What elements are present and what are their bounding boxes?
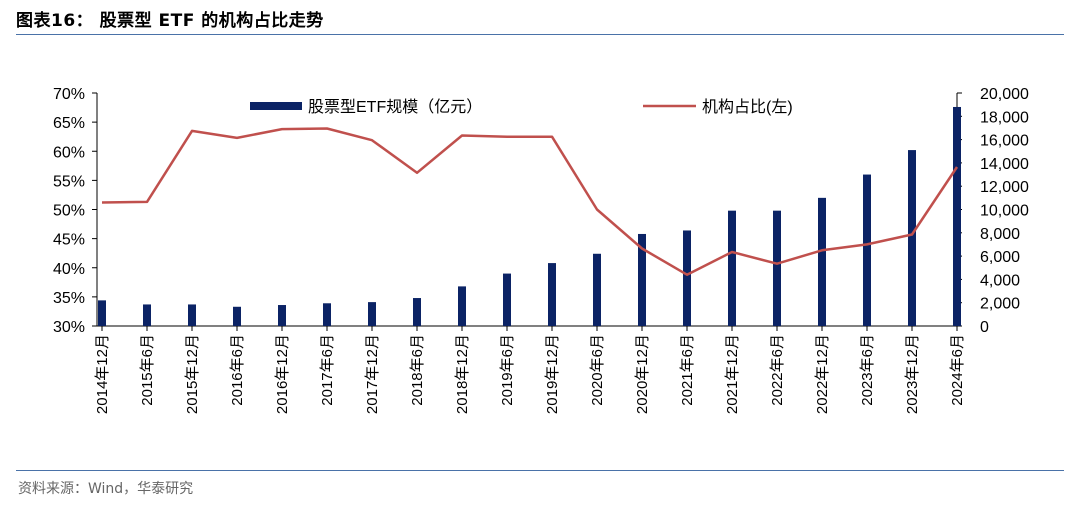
x-tick-label: 2016年6月 (229, 334, 246, 406)
right-tick-label: 8,000 (980, 226, 1020, 243)
x-tick-label: 2017年6月 (319, 334, 336, 406)
x-tick-label: 2015年12月 (184, 334, 201, 414)
bar (683, 230, 691, 326)
bar (413, 298, 421, 326)
legend-swatch-bar (250, 102, 302, 110)
left-tick-label: 30% (53, 319, 85, 336)
right-tick-label: 6,000 (980, 249, 1020, 266)
right-tick-label: 18,000 (980, 109, 1029, 126)
x-tick-label: 2014年12月 (94, 334, 111, 414)
x-tick-label: 2023年12月 (904, 334, 921, 414)
left-tick-label: 35% (53, 290, 85, 307)
header-rule (16, 34, 1064, 35)
line-series (101, 127, 959, 276)
bar (953, 106, 961, 326)
x-tick-label: 2016年12月 (274, 334, 291, 414)
x-tick-label: 2021年12月 (724, 334, 741, 414)
right-tick-label: 0 (980, 319, 989, 336)
line-path (101, 127, 959, 276)
right-tick-label: 2,000 (980, 296, 1020, 313)
legend-label-line: 机构占比(左) (702, 98, 793, 116)
left-tick-label: 55% (53, 173, 85, 190)
right-tick-label: 14,000 (980, 156, 1029, 173)
x-tick-label: 2018年12月 (454, 334, 471, 414)
bar (863, 174, 871, 326)
bar (548, 263, 556, 326)
bar (98, 300, 106, 326)
bar (233, 306, 241, 326)
right-tick-label: 20,000 (980, 86, 1029, 103)
x-tick-label: 2022年12月 (814, 334, 831, 414)
legend: 股票型ETF规模（亿元） 机构占比(左) (250, 98, 793, 116)
left-tick-label: 40% (53, 261, 85, 278)
bar (278, 305, 286, 326)
bar (908, 150, 916, 326)
x-tick-label: 2024年6月 (949, 334, 966, 406)
chart-title: 图表16： 股票型 ETF 的机构占比走势 (16, 11, 324, 31)
x-tick-label: 2019年6月 (499, 334, 516, 406)
bar (143, 304, 151, 326)
left-tick-label: 50% (53, 203, 85, 220)
x-tick-label: 2023年6月 (859, 334, 876, 406)
x-tick-label: 2020年6月 (589, 334, 606, 406)
bar-series (98, 106, 961, 326)
left-tick-label: 45% (53, 232, 85, 249)
left-tick-label: 60% (53, 144, 85, 161)
x-tick-label: 2018年6月 (409, 334, 426, 406)
bar (188, 304, 196, 326)
x-tick-label: 2017年12月 (364, 334, 381, 414)
chart-canvas: 30% 35% 40% 45% 50% 55% 60% 65% 70% 0 2,000 4,000 6,… (53, 86, 1029, 414)
footer-rule (16, 470, 1064, 471)
right-tick-label: 10,000 (980, 203, 1029, 220)
x-tick-label: 2021年6月 (679, 334, 696, 406)
x-tick-label: 2019年12月 (544, 334, 561, 414)
x-tick-label: 2015年6月 (139, 334, 156, 406)
bar (458, 286, 466, 326)
bar (773, 210, 781, 326)
source-note: 资料来源：Wind，华泰研究 (18, 481, 194, 497)
x-tick-label: 2020年12月 (634, 334, 651, 414)
right-tick-label: 4,000 (980, 272, 1020, 289)
bar (368, 302, 376, 326)
axes: 30% 35% 40% 45% 50% 55% 60% 65% 70% 0 2,000 4,000 6,… (53, 86, 1029, 414)
bar (818, 197, 826, 326)
x-tick-label: 2022年6月 (769, 334, 786, 406)
bar (323, 303, 331, 326)
bar (638, 233, 646, 326)
right-tick-label: 12,000 (980, 179, 1029, 196)
bar (728, 210, 736, 326)
legend-label-bar: 股票型ETF规模（亿元） (308, 98, 482, 116)
bar (593, 253, 601, 326)
right-tick-label: 16,000 (980, 133, 1029, 150)
left-tick-label: 70% (53, 86, 85, 103)
bar (503, 273, 511, 326)
left-tick-label: 65% (53, 115, 85, 132)
